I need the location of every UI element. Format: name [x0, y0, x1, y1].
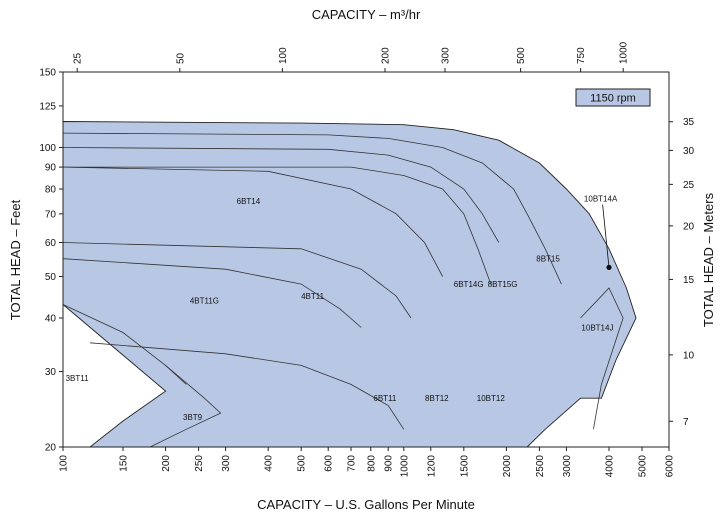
pointer-dot [606, 264, 612, 270]
boundary-curve-1 [62, 132, 562, 285]
x-tick-label: 4000 [604, 455, 615, 478]
region-label-10bt12: 10BT12 [477, 394, 506, 403]
x-tick-label: 5000 [638, 455, 649, 478]
region-label-6bt11: 6BT11 [373, 394, 397, 403]
x-tick-label: 900 [384, 455, 395, 472]
x-axis-title: CAPACITY – U.S. Gallons Per Minute [257, 497, 475, 512]
x-top-axis-title: CAPACITY – m³/hr [312, 7, 421, 22]
y-tick-label: 100 [39, 143, 56, 154]
region-label-6bt14: 6BT14 [237, 197, 261, 206]
x-axis-ticks: 100 150 200 250 300 400 500 600 700 800 900 1000 120… [59, 447, 676, 477]
x-tick-label: 2000 [502, 455, 513, 478]
rpm-label: 1150 rpm [590, 93, 636, 105]
coverage-outline [62, 121, 637, 448]
boundary-curve-2 [62, 147, 500, 243]
region-label-3bt11: 3BT11 [66, 374, 90, 383]
x-tick-label: 150 [119, 455, 130, 472]
y-tick-label: 90 [45, 163, 57, 174]
y-right-axis-title: TOTAL HEAD – Meters [701, 192, 716, 327]
coverage-area [62, 121, 637, 448]
region-label-3bt9: 3BT9 [183, 413, 203, 422]
boundary-curve-4 [62, 166, 443, 277]
region-label-6bt14g: 6BT14G [454, 280, 484, 289]
x-tick-label: 700 [347, 455, 358, 472]
x-tick-label: 1000 [399, 455, 410, 478]
x-top-tick-label: 1000 [619, 41, 630, 64]
x-top-tick-label: 100 [278, 47, 289, 64]
y-right-tick-label: 20 [683, 221, 695, 232]
x-tick-label: 600 [324, 455, 335, 472]
x-top-tick-label: 200 [380, 47, 391, 64]
region-boundaries [62, 132, 624, 448]
x-top-tick-label: 25 [73, 52, 84, 64]
y-right-tick-label: 35 [683, 117, 695, 128]
boundary-curve-10 [580, 287, 624, 430]
x-tick-label: 2500 [535, 455, 546, 478]
y-right-tick-label: 15 [683, 275, 695, 286]
region-label-8bt15g: 8BT15G [488, 280, 518, 289]
x-tick-label: 250 [194, 455, 205, 472]
x-tick-label: 500 [297, 455, 308, 472]
pointer-line [602, 204, 610, 268]
x-tick-label: 800 [366, 455, 377, 472]
boundary-curve-6 [62, 258, 362, 328]
region-labels: 3BT11 3BT9 4BT11G 4BT11 6BT14 6BT11 8BT12 6BT14… [66, 195, 618, 422]
x-top-tick-label: 500 [516, 47, 527, 64]
y-tick-label: 150 [39, 68, 56, 79]
y-right-tick-label: 25 [683, 180, 695, 191]
region-label-10bt14j: 10BT14J [581, 324, 613, 333]
y-right-tick-label: 10 [683, 350, 695, 361]
region-label-8bt15: 8BT15 [536, 255, 560, 264]
x-top-tick-label: 300 [440, 47, 451, 64]
y-tick-label: 30 [45, 367, 57, 378]
region-label-4bt11: 4BT11 [301, 292, 325, 301]
rpm-annotation: 1150 rpm [575, 88, 651, 107]
x-tick-label: 1200 [426, 455, 437, 478]
y-axis-ticks: 20 30 40 50 60 70 80 90 100 125 150 [39, 68, 63, 454]
x-tick-label: 1500 [459, 455, 470, 478]
x-top-tick-label: 750 [576, 47, 587, 64]
y-right-tick-label: 30 [683, 146, 695, 157]
y-tick-label: 50 [45, 272, 57, 283]
y-tick-label: 70 [45, 209, 57, 220]
x-tick-label: 100 [59, 455, 70, 472]
y-tick-label: 80 [45, 184, 57, 195]
boundary-curve-7 [89, 342, 405, 430]
x-tick-label: 3000 [562, 455, 573, 478]
x-tick-label: 400 [264, 455, 275, 472]
region-label-10bt14a: 10BT14A [584, 195, 618, 204]
y-tick-label: 20 [45, 443, 57, 454]
boundary-curve-5 [62, 242, 412, 319]
y-axis-title: TOTAL HEAD – Feet [8, 199, 23, 320]
region-label-8bt12: 8BT12 [425, 394, 449, 403]
boundary-curve-9 [149, 365, 222, 448]
y-tick-label: 125 [39, 101, 56, 112]
boundary-curve-8 [62, 304, 187, 385]
region-label-4bt11g: 4BT11G [190, 296, 219, 305]
x-top-axis-ticks: 25 50 100 200 300 500 750 1000 [73, 41, 630, 72]
y-right-tick-label: 7 [683, 417, 689, 428]
x-tick-label: 200 [161, 455, 172, 472]
x-top-tick-label: 50 [175, 52, 186, 64]
x-tick-label: 6000 [665, 455, 676, 478]
y-tick-label: 60 [45, 238, 57, 249]
x-tick-label: 300 [221, 455, 232, 472]
plot-frame [62, 71, 670, 448]
y-tick-label: 40 [45, 313, 57, 324]
y-right-axis-ticks: 7 10 15 20 25 30 35 [669, 117, 695, 428]
rpm-box [575, 88, 651, 107]
boundary-curve-3 [63, 166, 492, 285]
